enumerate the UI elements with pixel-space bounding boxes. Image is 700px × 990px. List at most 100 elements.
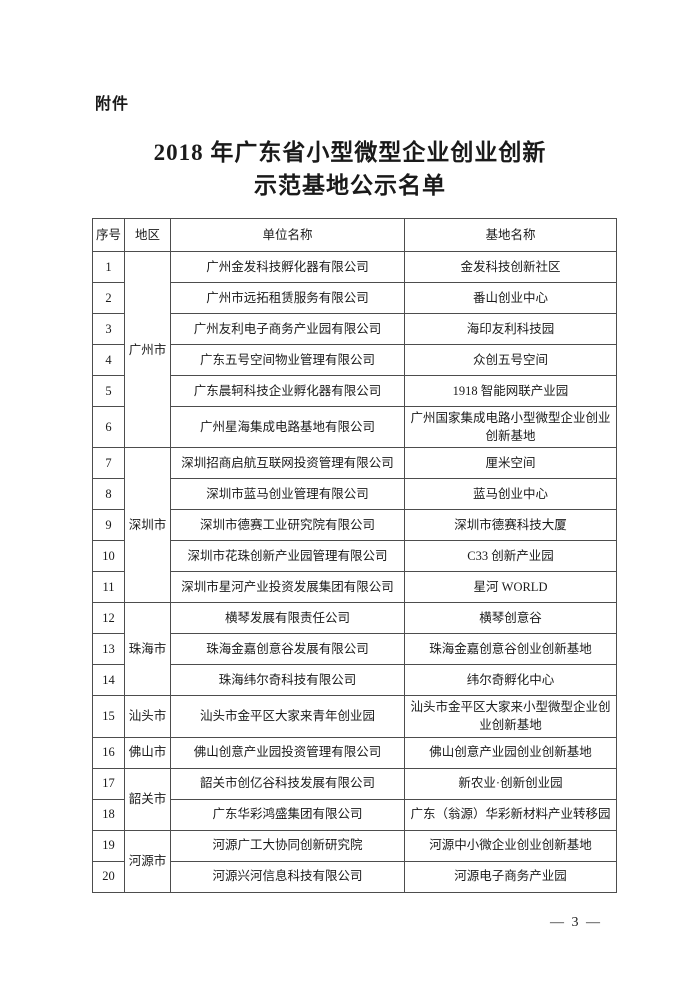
table-row: 17 韶关市 韶关市创亿谷科技发展有限公司 新农业·创新创业园 [92, 767, 617, 831]
page-title-line-1: 2018 年广东省小型微型企业创业创新 [153, 140, 547, 165]
cell-unit-name: 深圳市花珠创新产业园管理有限公司 [170, 540, 405, 573]
cell-base-name: 众创五号空间 [404, 344, 617, 376]
cell-number: 7 [92, 447, 125, 480]
cell-number: 6 [92, 405, 125, 449]
cell-base-name: 汕头市金平区大家来小型微型企业创业创新基地 [404, 695, 617, 738]
cell-region: 河源市 [124, 829, 171, 893]
cell-number: 11 [92, 571, 125, 604]
cell-unit-name: 深圳招商启航互联网投资管理有限公司 [170, 447, 405, 480]
cell-base-name: 佛山创意产业园创业创新基地 [404, 736, 617, 769]
cell-unit-name: 珠海纬尔奇科技有限公司 [170, 664, 405, 697]
column-header-1: 地区 [124, 218, 171, 252]
table-row: 7 深圳市 深圳招商启航互联网投资管理有限公司 厘米空间 [92, 447, 617, 604]
table-row: 9 深圳市德赛工业研究院有限公司 深圳市德赛科技大厦 [92, 509, 617, 542]
cell-unit-name: 佛山创意产业园投资管理有限公司 [170, 736, 405, 769]
cell-unit-name: 广东五号空间物业管理有限公司 [170, 344, 405, 376]
table-row: 10 深圳市花珠创新产业园管理有限公司 C33 创新产业园 [92, 540, 617, 573]
page-number: — 3 — [550, 915, 602, 930]
page-title-line-2: 示范基地公示名单 [254, 173, 446, 198]
cell-number: 10 [92, 540, 125, 573]
table-row: 1 广州市 广州金发科技孵化器有限公司 金发科技创新社区 [92, 250, 617, 449]
cell-unit-name: 汕头市金平区大家来青年创业园 [170, 695, 405, 738]
table-row: 18 广东华彩鸿盛集团有限公司 广东（翁源）华彩新材料产业转移园 [92, 798, 617, 831]
cell-base-name: 珠海金嘉创意谷创业创新基地 [404, 633, 617, 666]
table-row: 6 广州星海集成电路基地有限公司 广州国家集成电路小型微型企业创业创新基地 [92, 405, 617, 449]
table-body: 1 广州市 广州金发科技孵化器有限公司 金发科技创新社区 2 广州市远拓租赁服务有限公司番… [92, 250, 617, 893]
cell-base-name: 横琴创意谷 [404, 602, 617, 635]
cell-unit-name: 广东华彩鸿盛集团有限公司 [170, 798, 405, 831]
cell-base-name: 厘米空间 [404, 447, 617, 480]
cell-unit-name: 韶关市创亿谷科技发展有限公司 [170, 767, 405, 800]
table-row: 2 广州市远拓租赁服务有限公司 番山创业中心 [92, 282, 617, 314]
table-row: 15 汕头市 汕头市金平区大家来青年创业园 汕头市金平区大家来小型微型企业创业创新基地 [92, 695, 617, 738]
cell-number: 17 [92, 767, 125, 800]
cell-base-name: 番山创业中心 [404, 282, 617, 314]
column-header-0: 序号 [92, 218, 125, 252]
column-header-2: 单位名称 [170, 218, 405, 252]
table-row: 14 珠海纬尔奇科技有限公司 纬尔奇孵化中心 [92, 664, 617, 697]
cell-base-name: 1918 智能网联产业园 [404, 375, 617, 407]
cell-unit-name: 深圳市星河产业投资发展集团有限公司 [170, 571, 405, 604]
cell-number: 9 [92, 509, 125, 542]
cell-base-name: 新农业·创新创业园 [404, 767, 617, 800]
cell-base-name: 河源电子商务产业园 [404, 860, 617, 893]
cell-base-name: 纬尔奇孵化中心 [404, 664, 617, 697]
cell-number: 1 [92, 251, 125, 283]
cell-unit-name: 广州金发科技孵化器有限公司 [170, 251, 405, 283]
page-title: 2018 年广东省小型微型企业创业创新 示范基地公示名单 [0, 136, 700, 202]
cell-region: 珠海市 [124, 602, 171, 697]
cell-unit-name: 河源广工大协同创新研究院 [170, 829, 405, 862]
column-header-3: 基地名称 [404, 218, 617, 252]
cell-base-name: 海印友利科技园 [404, 313, 617, 345]
cell-region: 深圳市 [124, 447, 171, 604]
cell-unit-name: 深圳市德赛工业研究院有限公司 [170, 509, 405, 542]
cell-unit-name: 广东晨轲科技企业孵化器有限公司 [170, 375, 405, 407]
cell-base-name: 广州国家集成电路小型微型企业创业创新基地 [404, 405, 617, 449]
cell-number: 3 [92, 313, 125, 345]
table-row: 4 广东五号空间物业管理有限公司 众创五号空间 [92, 344, 617, 376]
cell-region: 韶关市 [124, 767, 171, 831]
cell-unit-name: 横琴发展有限责任公司 [170, 602, 405, 635]
table-row: 13 珠海金嘉创意谷发展有限公司 珠海金嘉创意谷创业创新基地 [92, 633, 617, 666]
cell-base-name: C33 创新产业园 [404, 540, 617, 573]
cell-unit-name: 广州星海集成电路基地有限公司 [170, 405, 405, 449]
cell-unit-name: 珠海金嘉创意谷发展有限公司 [170, 633, 405, 666]
cell-base-name: 金发科技创新社区 [404, 251, 617, 283]
table-row: 8 深圳市蓝马创业管理有限公司 蓝马创业中心 [92, 478, 617, 511]
cell-base-name: 广东（翁源）华彩新材料产业转移园 [404, 798, 617, 831]
table-row: 16 佛山市 佛山创意产业园投资管理有限公司 佛山创意产业园创业创新基地 [92, 736, 617, 769]
table-row: 19 河源市 河源广工大协同创新研究院 河源中小微企业创业创新基地 [92, 829, 617, 893]
table-header: 序号 地区 单位名称 基地名称 [92, 218, 617, 252]
attachment-label: 附件 [95, 96, 130, 113]
cell-number: 14 [92, 664, 125, 697]
cell-number: 4 [92, 344, 125, 376]
cell-number: 13 [92, 633, 125, 666]
base-roster-table: 序号 地区 单位名称 基地名称 1 广州市 广州金发科技孵化器有限公司 金发科技创新社区 2 广… [92, 218, 617, 893]
cell-unit-name: 深圳市蓝马创业管理有限公司 [170, 478, 405, 511]
cell-unit-name: 河源兴河信息科技有限公司 [170, 860, 405, 893]
cell-number: 15 [92, 695, 125, 738]
cell-number: 5 [92, 375, 125, 407]
table-row: 5 广东晨轲科技企业孵化器有限公司 1918 智能网联产业园 [92, 375, 617, 407]
cell-number: 8 [92, 478, 125, 511]
cell-base-name: 蓝马创业中心 [404, 478, 617, 511]
table-header-row: 序号 地区 单位名称 基地名称 [92, 218, 617, 252]
cell-number: 2 [92, 282, 125, 314]
cell-number: 18 [92, 798, 125, 831]
table-row: 12 珠海市 横琴发展有限责任公司 横琴创意谷 [92, 602, 617, 697]
cell-number: 16 [92, 736, 125, 769]
cell-unit-name: 广州友利电子商务产业园有限公司 [170, 313, 405, 345]
cell-number: 12 [92, 602, 125, 635]
cell-base-name: 河源中小微企业创业创新基地 [404, 829, 617, 862]
table-row: 3 广州友利电子商务产业园有限公司 海印友利科技园 [92, 313, 617, 345]
cell-region: 汕头市 [124, 695, 171, 738]
cell-region: 佛山市 [124, 736, 171, 769]
cell-unit-name: 广州市远拓租赁服务有限公司 [170, 282, 405, 314]
cell-base-name: 深圳市德赛科技大厦 [404, 509, 617, 542]
cell-number: 19 [92, 829, 125, 862]
table-row: 11 深圳市星河产业投资发展集团有限公司 星河 WORLD [92, 571, 617, 604]
cell-region: 广州市 [124, 250, 171, 449]
cell-number: 20 [92, 860, 125, 893]
table-row: 20 河源兴河信息科技有限公司 河源电子商务产业园 [92, 860, 617, 893]
